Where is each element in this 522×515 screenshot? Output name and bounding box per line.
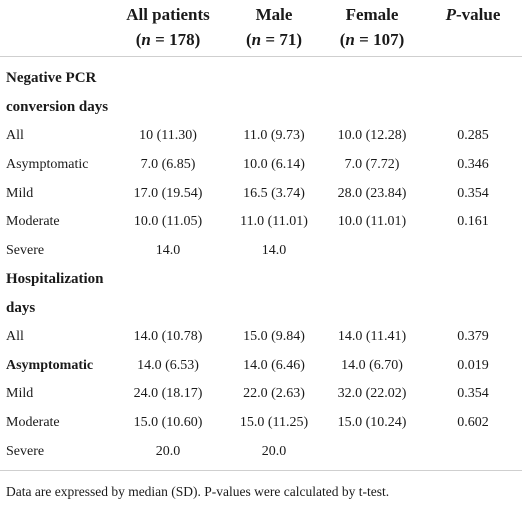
cell-female: 7.0 (7.72) [344,156,400,172]
section-title-row: Negative PCR [0,56,522,93]
header-p-value: P-value [424,0,522,56]
cell-male: 16.5 (3.74) [243,185,305,201]
section-title-row: conversion days [0,93,522,122]
cell-female: 10.0 (11.01) [337,214,407,230]
cell-p-value: 0.019 [457,357,489,373]
cell-p-value: 0.346 [457,156,489,172]
cell-male: 15.0 (9.84) [243,329,305,345]
table-row: Severe 20.0 20.0 [0,437,522,471]
cell-male: 20.0 [261,443,287,459]
row-label: Severe [6,242,45,258]
cell-female: 14.0 (6.70) [341,357,403,373]
cell-all-patients: 7.0 (6.85) [140,156,196,172]
header-all-n: (n = 178) [135,30,201,49]
row-label: All [6,128,24,144]
row-label: Moderate [6,415,60,431]
cell-female: 15.0 (10.24) [337,415,407,431]
cell-female [320,237,424,266]
row-label: Mild [6,386,34,402]
cell-all-patients: 10 (11.30) [139,128,197,144]
results-table-container: All patients (n = 178) Male (n = 71) Fem… [0,0,522,471]
cell-female: 14.0 (11.41) [337,329,407,345]
cell-female: 28.0 (23.84) [337,185,407,201]
header-female-label: Female [345,5,399,24]
cell-female: 32.0 (22.02) [337,386,407,402]
header-row: All patients (n = 178) Male (n = 71) Fem… [0,0,522,56]
cell-p-value [424,237,522,266]
header-male-n: (n = 71) [246,30,302,49]
table-row: All 10 (11.30) 11.0 (9.73) 10.0 (12.28) 0.28… [0,122,522,151]
cell-p-value: 0.354 [457,386,489,402]
table-row: Mild 17.0 (19.54) 16.5 (3.74) 28.0 (23.84) 0… [0,179,522,208]
cell-male: 10.0 (6.14) [243,156,305,172]
header-female: Female (n = 107) [320,0,424,56]
cell-p-value: 0.161 [457,214,489,230]
row-label: Asymptomatic [6,156,89,172]
table-row: Mild 24.0 (18.17) 22.0 (2.63) 32.0 (22.02) 0… [0,380,522,409]
section-title: days [6,299,36,316]
cell-p-value [424,437,522,470]
cell-all-patients: 17.0 (19.54) [133,185,203,201]
section-title: conversion days [6,99,109,116]
header-male-label: Male [255,5,293,24]
header-empty-cell [0,0,108,56]
table-body: Negative PCR conversion days All 10 (11.30)… [0,56,522,471]
cell-all-patients: 14.0 (6.53) [137,357,199,373]
table-header: All patients (n = 178) Male (n = 71) Fem… [0,0,522,56]
cell-all-patients: 20.0 [155,443,181,459]
header-p-label: P-value [445,5,501,24]
cell-all-patients: 24.0 (18.17) [133,386,203,402]
row-label: Severe [6,443,45,459]
cell-male: 15.0 (11.25) [239,415,309,431]
section-title: Hospitalization [6,271,104,288]
table-row: Moderate 10.0 (11.05) 11.0 (11.01) 10.0 (11… [0,208,522,237]
cell-p-value: 0.379 [457,329,489,345]
table-row: All 14.0 (10.78) 15.0 (9.84) 14.0 (11.41) 0.… [0,323,522,352]
cell-p-value: 0.602 [457,415,489,431]
table-row: Moderate 15.0 (10.60) 15.0 (11.25) 15.0 (10… [0,409,522,438]
header-female-n: (n = 107) [339,30,405,49]
cell-male: 14.0 (6.46) [243,357,305,373]
cell-p-value: 0.354 [457,185,489,201]
row-label: Asymptomatic [6,357,94,373]
cell-male: 22.0 (2.63) [243,386,305,402]
cell-all-patients: 10.0 (11.05) [133,214,203,230]
cell-male: 11.0 (9.73) [243,128,305,144]
table-footnote: Data are expressed by median (SD). P-val… [6,484,390,499]
row-label: Mild [6,185,34,201]
section-title-row: Hospitalization [0,265,522,294]
results-table: All patients (n = 178) Male (n = 71) Fem… [0,0,522,471]
table-row: Asymptomatic 14.0 (6.53) 14.0 (6.46) 14.0 (… [0,351,522,380]
cell-male: 14.0 [261,242,287,258]
cell-p-value: 0.285 [457,128,489,144]
header-all-label: All patients [126,5,210,24]
row-label: All [6,329,24,345]
section-title-row: days [0,294,522,323]
cell-all-patients: 15.0 (10.60) [133,415,203,431]
header-all-patients: All patients (n = 178) [108,0,228,56]
row-label: Moderate [6,214,60,230]
header-male: Male (n = 71) [228,0,320,56]
cell-all-patients: 14.0 (10.78) [133,329,203,345]
table-row: Asymptomatic 7.0 (6.85) 10.0 (6.14) 7.0 (7.… [0,151,522,180]
cell-male: 11.0 (11.01) [240,214,308,230]
cell-all-patients: 14.0 [155,242,181,258]
table-row: Severe 14.0 14.0 [0,237,522,266]
cell-female [320,437,424,470]
section-title: Negative PCR [6,70,97,87]
cell-female: 10.0 (12.28) [337,128,407,144]
